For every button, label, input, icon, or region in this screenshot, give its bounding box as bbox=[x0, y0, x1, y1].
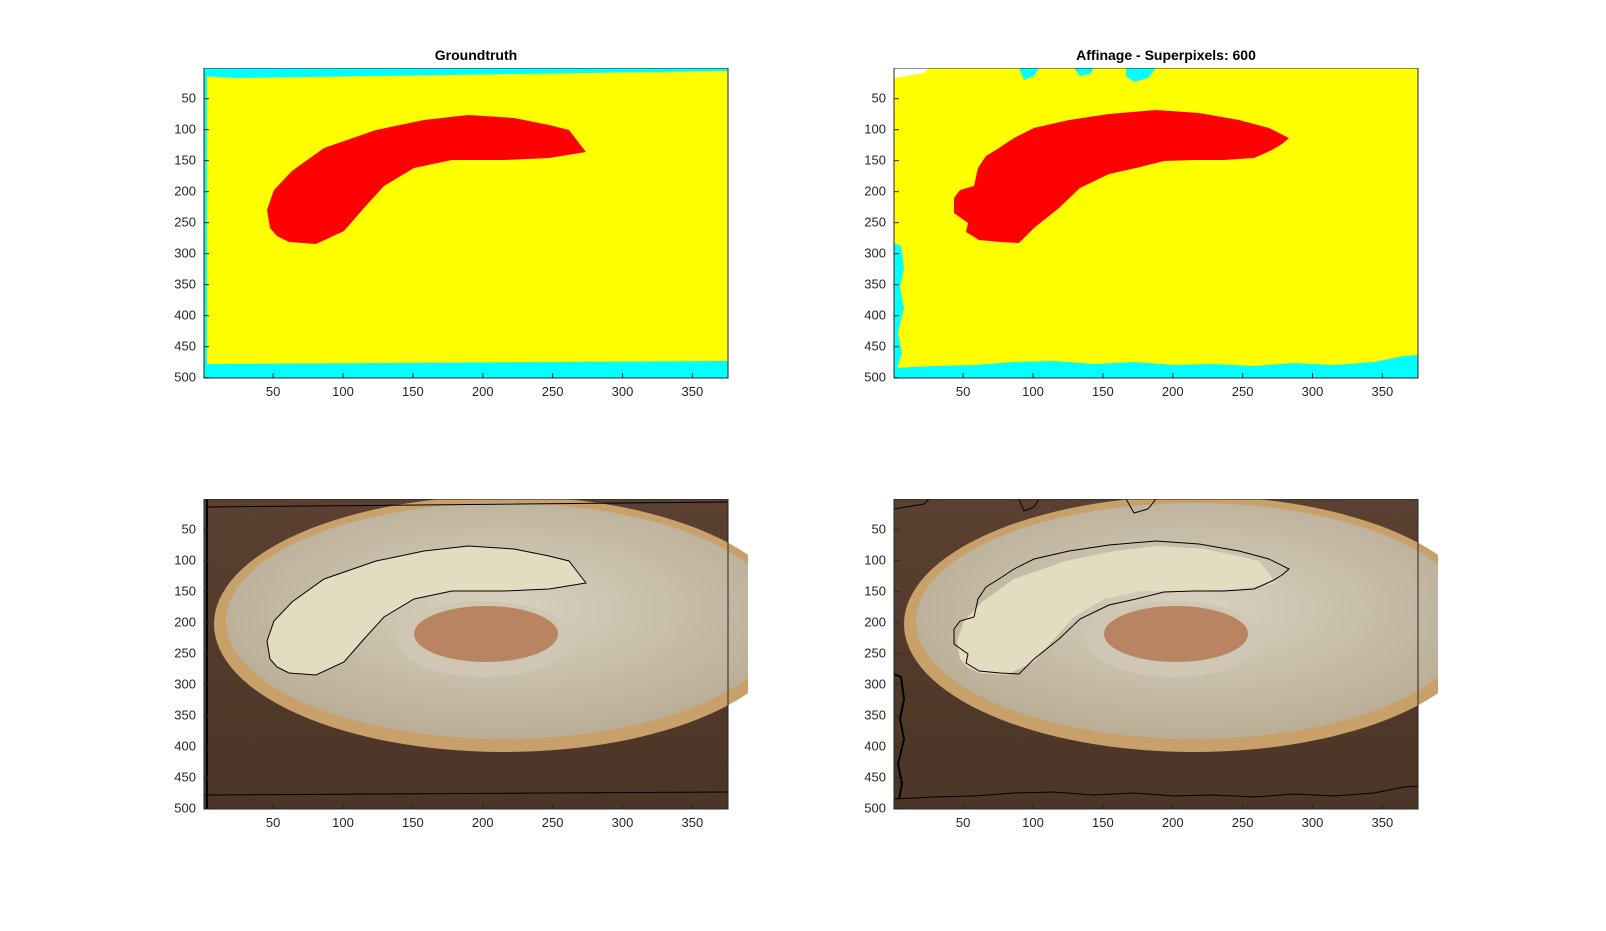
x-tick-label: 350 bbox=[682, 815, 704, 830]
y-tick-label: 450 bbox=[174, 770, 196, 785]
panel-affinage: Affinage - Superpixels: 600 50 100 150 200 2… bbox=[864, 47, 1438, 399]
x-tick-label: 200 bbox=[472, 384, 494, 399]
y-tick-label: 350 bbox=[174, 708, 196, 723]
y-tick-label: 200 bbox=[864, 184, 886, 199]
y-tick-label: 350 bbox=[864, 277, 886, 292]
photo-overlay-groundtruth: 50 100 150 200 250 300 350 400 450 500 50 100 150 20… bbox=[174, 499, 748, 830]
y-tick-label: 250 bbox=[174, 215, 196, 230]
x-tick-label: 50 bbox=[956, 815, 970, 830]
y-tick-label: 100 bbox=[864, 553, 886, 568]
x-tick-label: 150 bbox=[1092, 384, 1114, 399]
y-tick-label: 50 bbox=[182, 91, 196, 106]
y-tick-label: 300 bbox=[864, 246, 886, 261]
y-tick-label: 200 bbox=[174, 184, 196, 199]
y-tick-label: 150 bbox=[864, 153, 886, 168]
x-tick-label: 150 bbox=[1092, 815, 1114, 830]
x-tick-label: 200 bbox=[472, 815, 494, 830]
groundtruth-mask: 50 100 150 200 250 300 350 400 450 500 50 100 150 20… bbox=[174, 68, 729, 399]
panel-title: Groundtruth bbox=[434, 47, 518, 63]
y-tick-label: 450 bbox=[864, 770, 886, 785]
y-tick-label: 500 bbox=[174, 801, 196, 816]
x-tick-label: 300 bbox=[612, 384, 634, 399]
x-tick-label: 100 bbox=[1022, 815, 1044, 830]
y-tick-label: 300 bbox=[864, 677, 886, 692]
panel-title: Affinage - Superpixels: 600 bbox=[1076, 47, 1256, 63]
y-tick-label: 150 bbox=[174, 153, 196, 168]
x-tick-label: 300 bbox=[1302, 384, 1324, 399]
y-tick-label: 150 bbox=[864, 584, 886, 599]
y-tick-label: 150 bbox=[174, 584, 196, 599]
photo-overlay-affinage: 50 100 150 200 250 300 350 400 450 500 50 100 150 20… bbox=[864, 499, 1438, 830]
x-tick-label: 250 bbox=[542, 384, 564, 399]
y-tick-label: 200 bbox=[174, 615, 196, 630]
affinage-mask: 50 100 150 200 250 300 350 400 450 500 50 100 150 20… bbox=[864, 68, 1419, 399]
y-tick-label: 200 bbox=[864, 615, 886, 630]
x-tick-label: 300 bbox=[1302, 815, 1324, 830]
x-tick-label: 150 bbox=[402, 815, 424, 830]
x-tick-label: 200 bbox=[1162, 815, 1184, 830]
x-tick-label: 350 bbox=[682, 384, 704, 399]
panel-photo-affinage: 50 100 150 200 250 300 350 400 450 500 50 100 150 20… bbox=[864, 499, 1438, 830]
x-tick-label: 350 bbox=[1372, 384, 1394, 399]
x-tick-label: 200 bbox=[1162, 384, 1184, 399]
x-tick-label: 300 bbox=[612, 815, 634, 830]
x-tick-label: 50 bbox=[956, 384, 970, 399]
x-tick-label: 250 bbox=[542, 815, 564, 830]
y-tick-label: 50 bbox=[872, 91, 886, 106]
x-tick-label: 150 bbox=[402, 384, 424, 399]
y-tick-label: 300 bbox=[174, 246, 196, 261]
y-tick-label: 100 bbox=[864, 122, 886, 137]
y-tick-label: 500 bbox=[864, 370, 886, 385]
y-tick-label: 450 bbox=[174, 339, 196, 354]
y-tick-label: 300 bbox=[174, 677, 196, 692]
y-tick-label: 400 bbox=[864, 308, 886, 323]
y-tick-label: 100 bbox=[174, 553, 196, 568]
panel-groundtruth: Groundtruth 50 100 150 200 250 300 350 400 450 50… bbox=[174, 47, 748, 399]
x-tick-label: 350 bbox=[1372, 815, 1394, 830]
y-tick-label: 250 bbox=[174, 646, 196, 661]
y-tick-label: 50 bbox=[182, 522, 196, 537]
y-tick-label: 100 bbox=[174, 122, 196, 137]
panel-photo-groundtruth: 50 100 150 200 250 300 350 400 450 500 50 100 150 20… bbox=[174, 499, 748, 830]
y-tick-label: 50 bbox=[872, 522, 886, 537]
x-tick-label: 50 bbox=[266, 815, 280, 830]
x-tick-label: 100 bbox=[332, 384, 354, 399]
y-tick-label: 500 bbox=[864, 801, 886, 816]
y-tick-label: 250 bbox=[864, 215, 886, 230]
y-tick-label: 400 bbox=[174, 308, 196, 323]
x-tick-label: 100 bbox=[332, 815, 354, 830]
x-tick-label: 250 bbox=[1232, 384, 1254, 399]
y-tick-label: 350 bbox=[864, 708, 886, 723]
y-tick-label: 500 bbox=[174, 370, 196, 385]
y-tick-label: 400 bbox=[864, 739, 886, 754]
y-tick-label: 250 bbox=[864, 646, 886, 661]
x-tick-label: 250 bbox=[1232, 815, 1254, 830]
y-tick-label: 450 bbox=[864, 339, 886, 354]
y-tick-label: 350 bbox=[174, 277, 196, 292]
x-tick-label: 100 bbox=[1022, 384, 1044, 399]
y-tick-label: 400 bbox=[174, 739, 196, 754]
x-tick-label: 50 bbox=[266, 384, 280, 399]
